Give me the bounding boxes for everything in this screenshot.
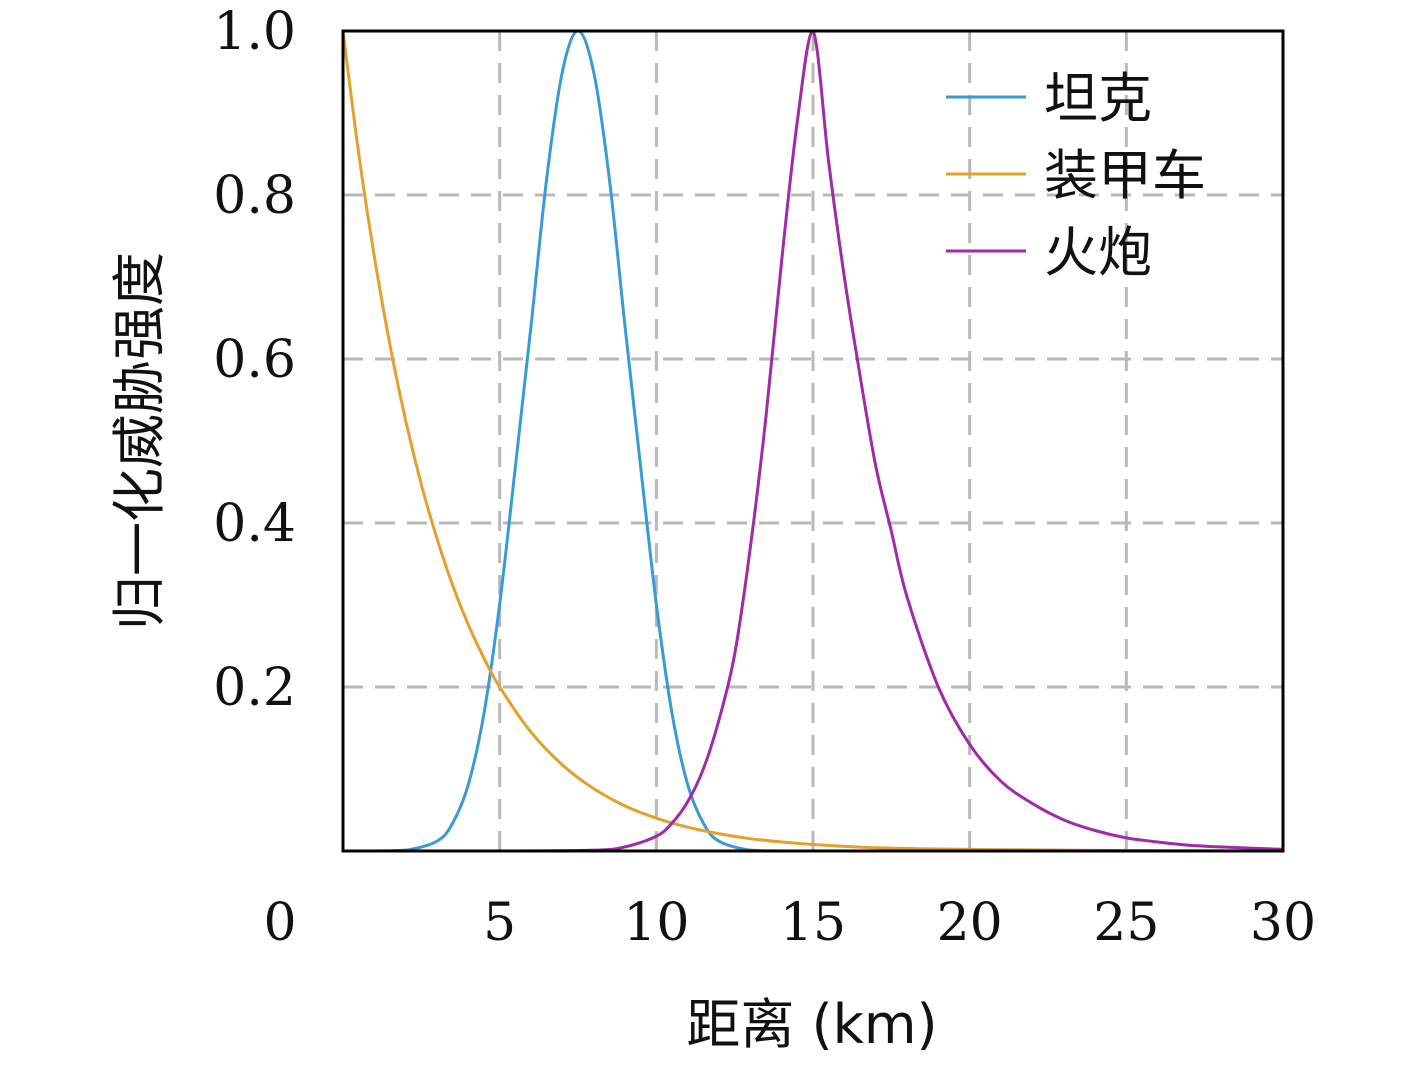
y-tick-label-0: 0.2 [213,658,296,718]
x-tick-label-5: 25 [1093,893,1159,953]
series-line-1 [341,29,1285,853]
y-tick-label-1: 0.4 [213,494,296,554]
tick-labels: 0 5 10 15 20 25 30 0.2 0.4 0.6 0.8 1.0 [213,2,1316,953]
plot-frame [341,29,1285,853]
x-tick-label-6: 30 [1250,893,1316,953]
x-tick-label-1: 5 [483,893,516,953]
x-tick-label-3: 15 [780,893,846,953]
series-line-2 [341,29,1285,853]
legend-label-0: 坦克 [1044,67,1152,130]
y-tick-label-3: 0.8 [213,166,296,226]
x-tick-label-0: 0 [263,893,296,953]
x-tick-label-4: 20 [937,893,1003,953]
y-tick-label-4: 1.0 [213,2,296,62]
legend-label-2: 火炮 [1044,221,1152,284]
x-tick-label-2: 10 [623,893,689,953]
grid-lines [343,31,1283,851]
y-tick-label-2: 0.6 [213,330,296,390]
y-axis-label: 归一化威胁强度 [108,252,171,630]
legend-label-1: 装甲车 [1044,144,1206,207]
x-axis-label: 距离 (km) [686,993,937,1056]
